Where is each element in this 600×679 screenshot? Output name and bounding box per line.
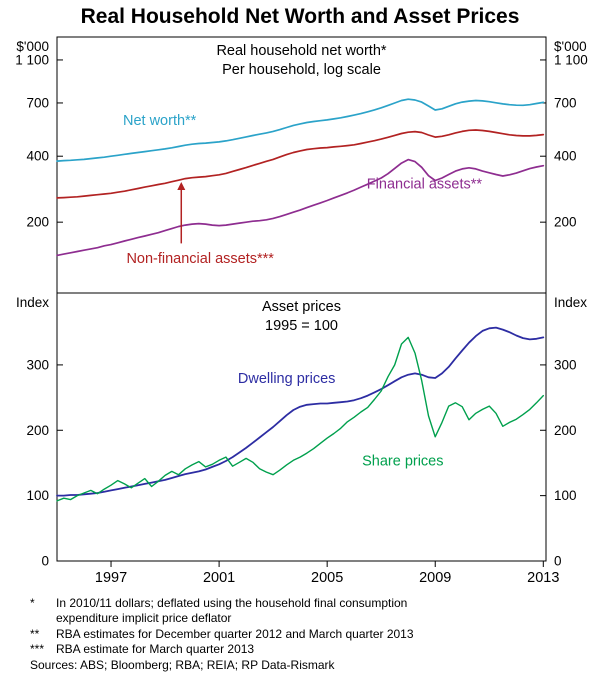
footnote: *** RBA estimate for March quarter 2013 (30, 642, 590, 657)
annotation-arrowhead (177, 182, 186, 191)
footnotes: * In 2010/11 dollars; deflated using the … (0, 592, 600, 674)
axis-unit-left: Index (16, 295, 49, 310)
axis-unit-left: $'000 (16, 39, 49, 54)
ytick-label-right: 200 (554, 423, 577, 438)
ytick-label-left: 200 (26, 423, 49, 438)
ytick-label-right: 100 (554, 488, 577, 503)
footnote: * In 2010/11 dollars; deflated using the … (30, 596, 590, 627)
series-non-financial-assets (56, 129, 545, 199)
ytick-label-right: 1 100 (554, 52, 588, 67)
axis-unit-right: $'000 (554, 39, 587, 54)
xtick-label: 2001 (203, 570, 235, 586)
panel-title: 1995 = 100 (265, 318, 338, 334)
ytick-label-left: 700 (26, 95, 49, 110)
footnote: ** RBA estimates for December quarter 201… (30, 627, 590, 642)
ytick-label-right: 200 (554, 215, 577, 230)
footnote-marker: ** (30, 626, 40, 641)
series-dwelling-prices (56, 326, 545, 497)
ytick-label-right: 400 (554, 149, 577, 164)
ytick-label-right: 0 (554, 554, 562, 569)
series-label: Financial assets** (367, 176, 483, 192)
panel-title: Real household net worth* (216, 43, 386, 59)
page-title: Real Household Net Worth and Asset Price… (80, 5, 520, 28)
series-financial-assets (56, 158, 545, 257)
footnote-text: RBA estimates for December quarter 2012 … (56, 626, 414, 641)
xtick-label: 2013 (527, 570, 559, 586)
footnote-list: * In 2010/11 dollars; deflated using the … (30, 596, 590, 657)
ytick-label-left: 1 100 (15, 52, 49, 67)
ytick-label-left: 300 (26, 357, 49, 372)
series-label: Non-financial assets*** (126, 251, 274, 267)
ytick-label-left: 100 (26, 488, 49, 503)
series-net-worth (56, 98, 545, 162)
footnote-marker: * (30, 596, 35, 610)
series-label: Dwelling prices (238, 371, 336, 387)
panel-frame-asset-prices (56, 292, 547, 562)
footnote-text: In 2010/11 dollars; deflated using the h… (56, 596, 408, 626)
panel-title: Per household, log scale (222, 62, 381, 78)
footnote-marker: *** (30, 642, 45, 657)
sources-line: Sources: ABS; Bloomberg; RBA; REIA; RP D… (30, 658, 335, 673)
ytick-label-left: 0 (41, 554, 49, 569)
ytick-label-left: 400 (26, 149, 49, 164)
axis-unit-right: Index (554, 295, 587, 310)
panel-title: Asset prices (262, 299, 341, 315)
series-label: Net worth** (123, 113, 197, 129)
footnote-text: RBA estimate for March quarter 2013 (56, 642, 255, 657)
ytick-label-right: 700 (554, 95, 577, 110)
series-share-prices (56, 336, 544, 502)
series-label: Share prices (362, 454, 443, 470)
xtick-label: 2005 (311, 570, 343, 586)
ytick-label-left: 200 (26, 215, 49, 230)
xtick-label: 1997 (95, 570, 127, 586)
ytick-label-right: 300 (554, 357, 577, 372)
xtick-label: 2009 (419, 570, 451, 586)
